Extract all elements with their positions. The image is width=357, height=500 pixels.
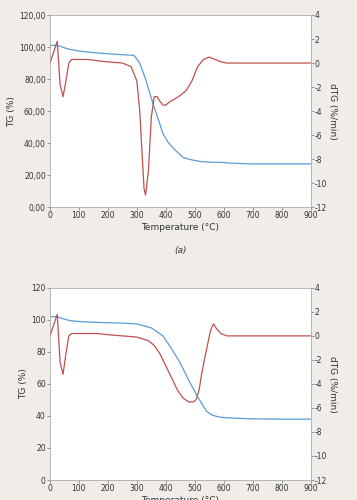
Y-axis label: dTG (%/min): dTG (%/min)	[328, 82, 337, 140]
X-axis label: Temperature (°C): Temperature (°C)	[141, 496, 219, 500]
Text: (a): (a)	[174, 246, 187, 254]
Y-axis label: dTG (%/min): dTG (%/min)	[328, 356, 337, 412]
Y-axis label: TG (%): TG (%)	[7, 96, 16, 126]
Y-axis label: TG (%): TG (%)	[20, 368, 29, 400]
X-axis label: Temperature (°C): Temperature (°C)	[141, 223, 219, 232]
